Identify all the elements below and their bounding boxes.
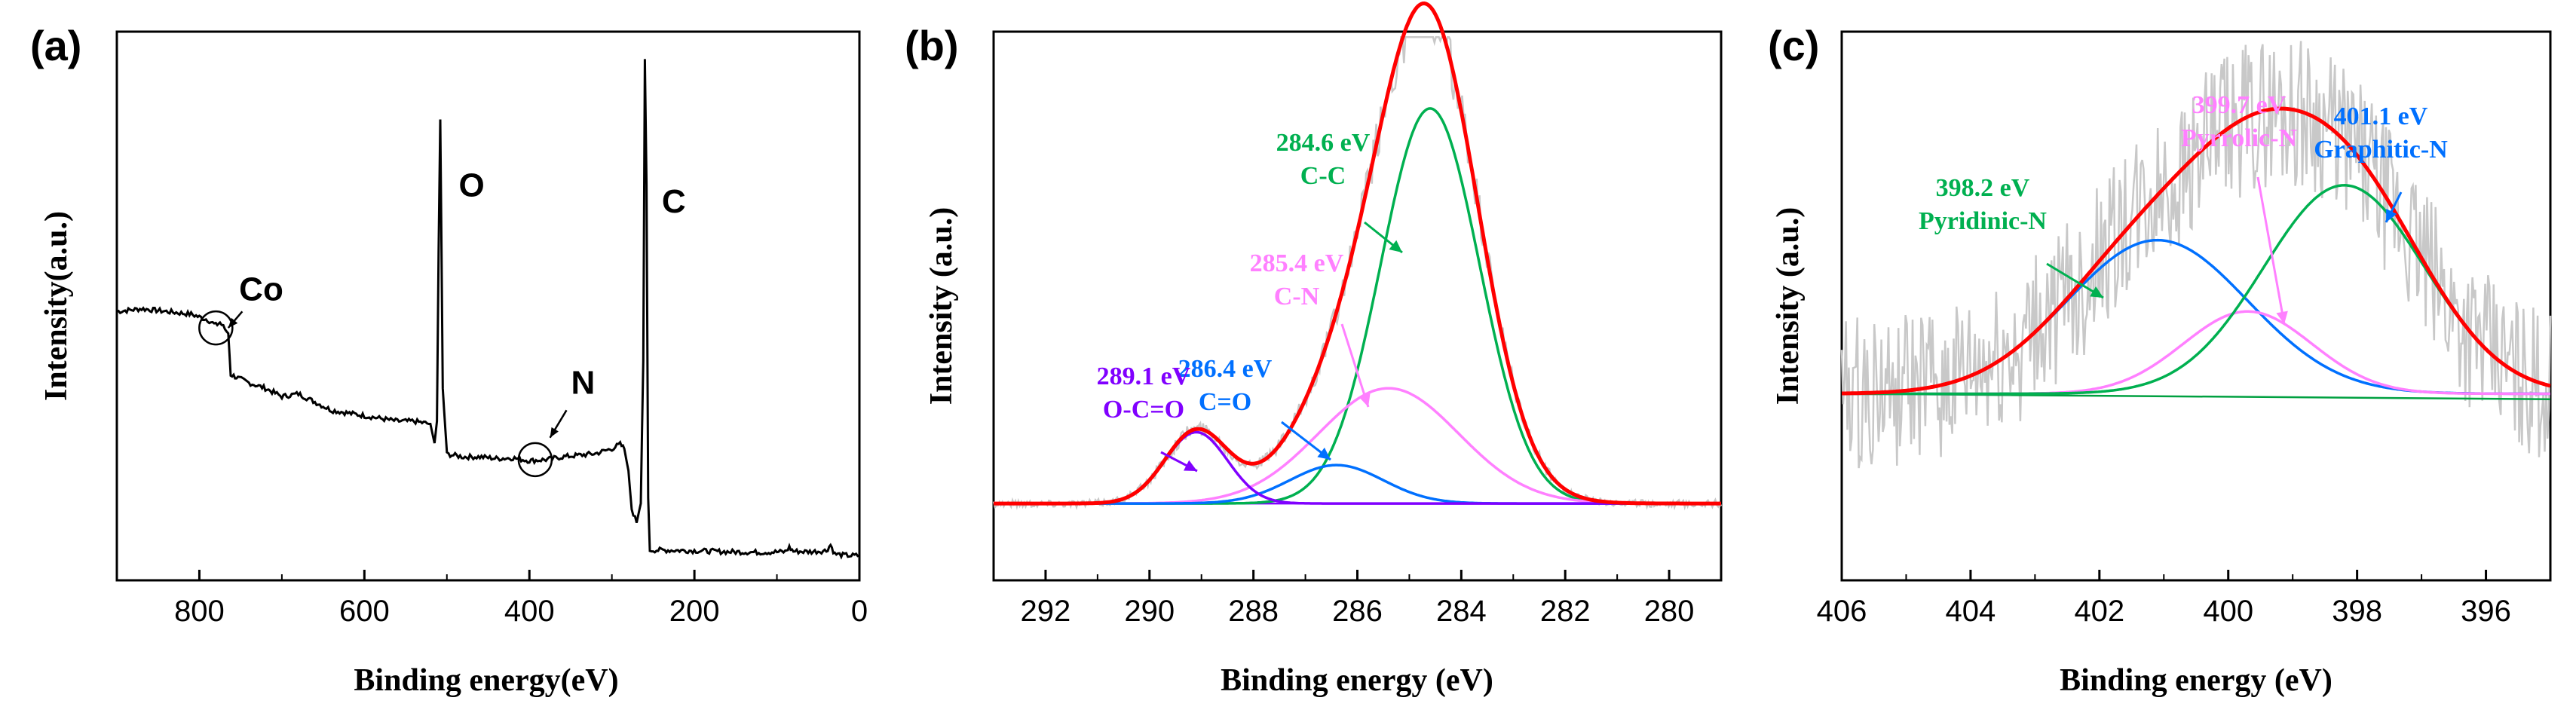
panel-a-ylabel: Intensity(a.u.) — [39, 211, 74, 401]
panel-b-ylabel: Intensity (a.u.) — [924, 207, 959, 405]
annotation-Co: Co — [239, 271, 283, 308]
panel-b-peak-c-c — [994, 107, 1721, 505]
panel-a-xtick-label: 200 — [669, 595, 720, 628]
panel-c-xlabel: Binding energy (eV) — [2060, 663, 2332, 698]
marker-circle-0 — [198, 310, 234, 346]
panel-b-annotation-energy: 286.4 eV — [1178, 355, 1273, 383]
panel-c-xtick-label: 398 — [2332, 595, 2382, 628]
panel-c-annotation-label: Graphitic-N — [2314, 136, 2448, 164]
marker-circle-1 — [517, 442, 553, 478]
panel-c-annotation-arrow — [2256, 176, 2286, 325]
panel-b-annotation-label: C-C — [1300, 162, 1346, 190]
panel-b-annotation-arrowhead — [1317, 447, 1331, 460]
panel-a-xlabel: Binding energy(eV) — [354, 663, 618, 698]
panel-b-annotation-energy: 289.1 eV — [1097, 363, 1191, 390]
panel-c-annotation-arrowhead — [2386, 209, 2397, 222]
panel-c-xtick-label: 396 — [2461, 595, 2511, 628]
panel-b-xtick-label: 284 — [1436, 595, 1487, 628]
panel-c-frame — [1840, 30, 2552, 582]
panel-c-label: (c) — [1768, 22, 1819, 69]
panel-b-annotation-label: O-C=O — [1103, 396, 1184, 424]
panel-b-annotation-label: C=O — [1199, 388, 1251, 416]
panel-c-xtick-label: 404 — [1946, 595, 1996, 628]
panel-c-n1s: (c) 406 404 402 400 398 396 Binding energy (e… — [1768, 22, 2552, 698]
panel-b-xtick-label: 282 — [1540, 595, 1591, 628]
panel-b-annotation-energy: 284.6 eV — [1276, 129, 1371, 157]
panel-b-label: (b) — [905, 22, 959, 69]
panel-a-xtick-label: 600 — [339, 595, 390, 628]
panel-b-xtick-label: 286 — [1332, 595, 1383, 628]
panel-a-label: (a) — [30, 22, 81, 69]
panel-a-xtick-label: 400 — [504, 595, 555, 628]
panel-c-xtick-label: 402 — [2074, 595, 2124, 628]
panel-c-xtick-label: 400 — [2203, 595, 2253, 628]
panel-a-xtick-label: 800 — [174, 595, 225, 628]
panel-c-raw-data-line — [1840, 41, 2552, 469]
arrow-n-head — [550, 427, 559, 438]
panel-c-envelope-line — [1842, 106, 2551, 396]
panel-b-xtick-label: 280 — [1644, 595, 1695, 628]
panel-c-annotation-arrowhead — [2276, 311, 2288, 324]
panel-b-annotation-energy: 285.4 eV — [1250, 249, 1344, 277]
panel-c-annotation-energy: 401.1 eV — [2334, 102, 2428, 130]
panel-b-peak-c-o — [994, 463, 1721, 505]
panel-a-xtick-label: 0 — [851, 595, 868, 628]
panel-b-annotation-arrow — [1340, 323, 1370, 408]
arrow-co-head — [228, 317, 238, 329]
panel-c-annotation-energy: 399.7 eV — [2192, 91, 2287, 119]
panel-b-annotation-arrowhead — [1389, 240, 1402, 252]
panel-b-c1s: (b) 292 290 288 286 284 282 280 Binding energy… — [905, 1, 1723, 698]
annotation-O: O — [458, 167, 484, 203]
panel-b-xlabel: Binding energy (eV) — [1221, 663, 1493, 698]
panel-c-annotation-arrowhead — [2090, 286, 2103, 298]
panel-c-ylabel: Intensity (a.u.) — [1771, 207, 1806, 405]
panel-c-annotation-label: Pyridinic-N — [1919, 207, 2047, 235]
annotation-N: N — [571, 365, 596, 402]
panel-b-xtick-label: 292 — [1021, 595, 1071, 628]
panel-a-survey: (a) 800 600 400 200 0 Binding energy(eV) Int… — [30, 22, 868, 698]
panel-b-annotation-arrowhead — [1184, 460, 1197, 471]
panel-b-xtick-label: 288 — [1228, 595, 1279, 628]
panel-b-xtick-label: 290 — [1124, 595, 1175, 628]
panel-c-xtick-label: 406 — [1817, 595, 1867, 628]
panel-b-frame — [992, 30, 1723, 582]
survey-spectrum-line — [116, 59, 860, 560]
panel-b-annotation-label: C-N — [1274, 283, 1320, 311]
annotation-C: C — [662, 183, 686, 220]
panel-b-raw-data-line — [992, 36, 1723, 511]
panel-b-envelope-line — [994, 1, 1721, 506]
panel-b-annotation-arrowhead — [1358, 393, 1371, 407]
panel-c-annotation-energy: 398.2 eV — [1936, 174, 2030, 202]
panel-a-frame — [115, 30, 861, 582]
panel-c-annotation-label: Pyrrolic-N — [2181, 124, 2298, 152]
